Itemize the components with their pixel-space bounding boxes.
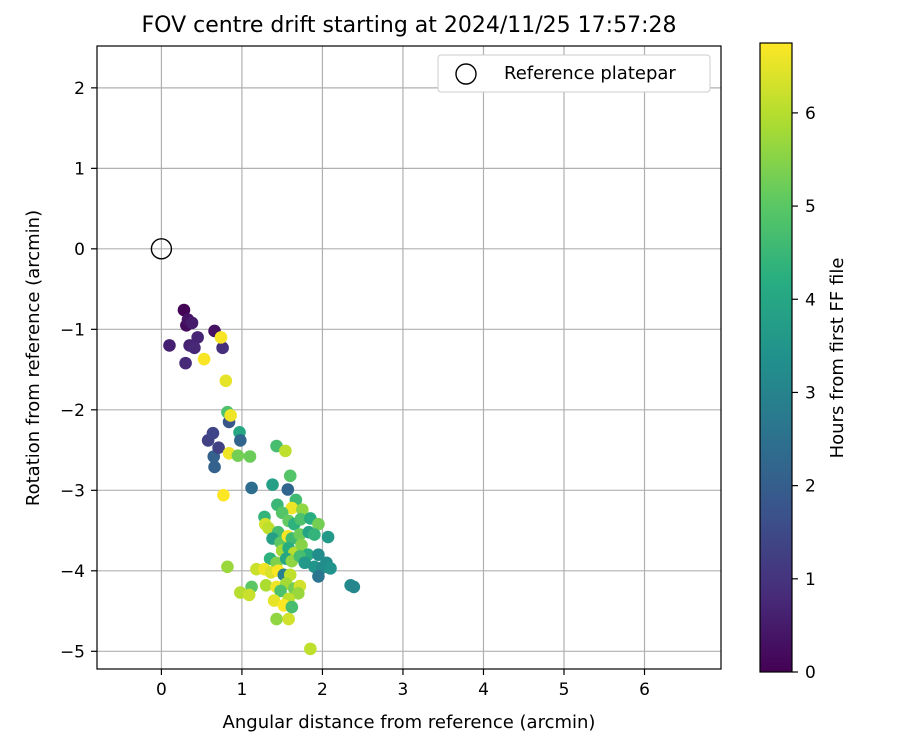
colorbar-tick-label: 1 [805, 570, 816, 590]
data-point [219, 374, 233, 388]
data-point [312, 517, 325, 531]
colorbar-tick-label: 0 [805, 663, 816, 683]
data-point [308, 528, 321, 541]
data-point [279, 444, 292, 458]
x-tick-label: 6 [639, 680, 650, 700]
data-point [243, 450, 257, 463]
data-point [291, 587, 305, 600]
legend-label-reference: Reference platepar [504, 63, 676, 84]
data-point [296, 503, 309, 516]
x-tick-label: 5 [559, 680, 570, 700]
y-tick-label: −5 [60, 642, 85, 662]
y-tick-label: −2 [60, 401, 85, 421]
data-point [262, 521, 275, 535]
data-point [177, 303, 191, 317]
data-point [304, 642, 317, 656]
x-tick-label: 2 [317, 680, 328, 700]
data-point [281, 483, 295, 496]
x-ticks: 0 1 2 3 4 5 6 [156, 669, 650, 700]
data-point [208, 460, 221, 474]
data-point [191, 331, 204, 344]
data-point [274, 584, 287, 598]
colorbar-tick-label: 2 [805, 477, 816, 497]
data-point [266, 478, 279, 491]
x-tick-label: 4 [478, 680, 489, 700]
data-point [197, 352, 211, 366]
colorbar-tick-label: 5 [805, 197, 816, 217]
data-point [231, 449, 245, 462]
data-point [185, 316, 199, 330]
y-ticks: 2 1 0 −1 −2 −3 −4 −5 [60, 79, 97, 662]
data-point [321, 530, 335, 544]
colorbar-gradient [759, 42, 793, 673]
y-axis-label: Rotation from reference (arcmin) [23, 210, 44, 506]
data-point [312, 548, 325, 562]
y-tick-label: 1 [74, 159, 85, 179]
data-point [324, 562, 337, 575]
x-tick-label: 0 [156, 680, 167, 700]
data-point [295, 538, 308, 552]
colorbar-ticks: 0 1 2 3 4 5 6 [792, 104, 816, 683]
data-point [312, 570, 325, 583]
grid [97, 46, 721, 669]
data-point [245, 481, 258, 495]
data-point [347, 580, 361, 594]
data-point [259, 578, 273, 592]
data-point [212, 441, 225, 454]
data-point [188, 341, 201, 355]
data-point [217, 488, 230, 502]
legend-box [437, 54, 711, 93]
y-tick-label: −4 [60, 562, 85, 582]
x-tick-label: 3 [398, 680, 409, 700]
data-point [270, 612, 283, 626]
colorbar-tick-label: 4 [805, 290, 816, 310]
legend: Reference platepar [437, 54, 711, 93]
x-tick-label: 1 [237, 680, 248, 700]
x-axis-label: Angular distance from reference (arcmin) [223, 712, 596, 733]
data-point [267, 594, 281, 607]
data-point [163, 339, 176, 352]
legend-marker-reference [455, 63, 477, 85]
data-point [285, 600, 299, 614]
reference-point-marker [150, 238, 173, 260]
data-point [285, 501, 299, 515]
colorbar-label: Hours from first FF file [827, 258, 848, 459]
plot-frame [96, 45, 722, 670]
chart-title: FOV centre drift starting at 2024/11/25 … [142, 13, 677, 38]
colorbar-tick-label: 3 [805, 383, 816, 403]
y-tick-label: 2 [74, 79, 85, 99]
data-point [294, 512, 308, 526]
colorbar-tick-label: 6 [805, 104, 816, 124]
scatter-points [150, 238, 361, 656]
data-point [242, 588, 256, 602]
data-point [282, 612, 295, 626]
colorbar: 0 1 2 3 4 5 6 Hours from first FF file [759, 42, 848, 683]
data-point [298, 556, 312, 570]
y-tick-label: −1 [60, 320, 85, 340]
data-point [224, 409, 237, 422]
data-point [214, 331, 228, 344]
y-tick-label: −3 [60, 481, 85, 501]
data-point [216, 341, 229, 355]
data-point [234, 434, 247, 447]
data-point [179, 356, 192, 370]
data-point [221, 560, 234, 574]
y-tick-label: 0 [74, 240, 85, 260]
data-point [206, 426, 220, 440]
data-point [283, 469, 297, 483]
